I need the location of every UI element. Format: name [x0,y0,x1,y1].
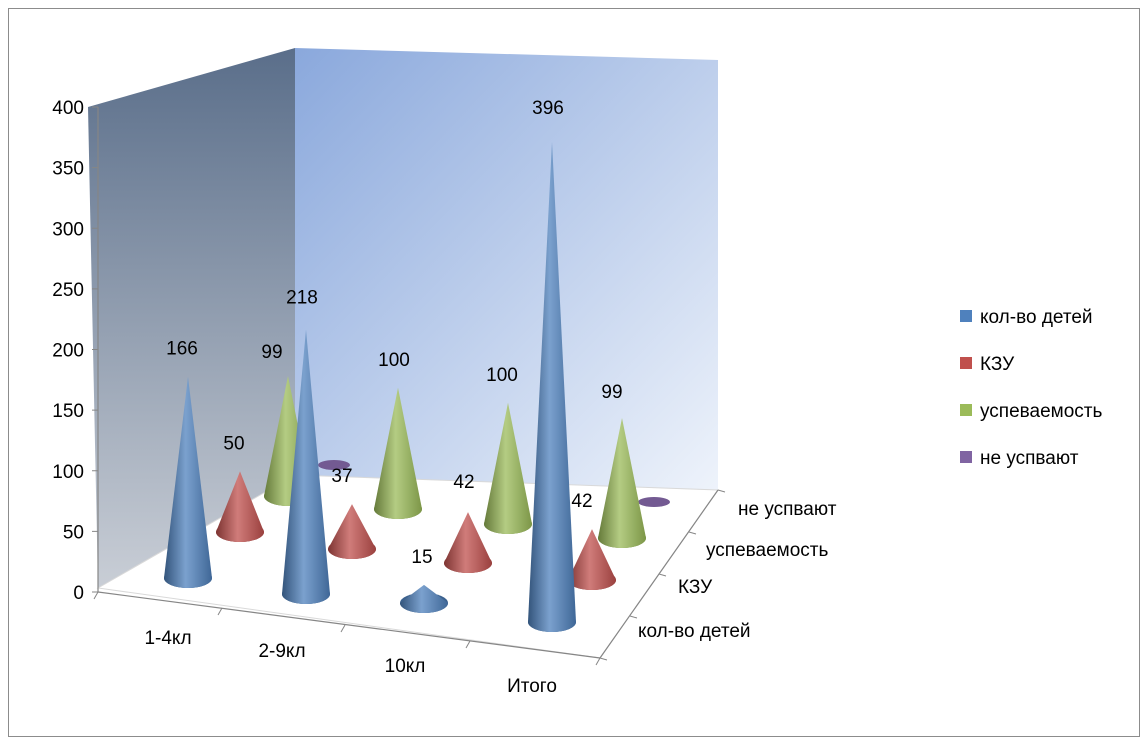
cone-mark [528,141,576,632]
cone-body [400,584,448,613]
depth-tick-label: успеваемость [706,540,828,561]
y-tick-label: 150 [52,401,84,422]
y-tick-label: 250 [52,280,84,301]
depth-tick-mark [717,489,726,493]
data-label: 37 [331,466,352,487]
legend-label: успеваемость [980,401,1102,422]
depth-tick-label: не успвают [738,499,837,520]
chart-marks: 99 100 100 99 50 37 42 42 166 218 15 396 [164,98,670,632]
data-label: 99 [261,342,282,363]
cone-mark [374,387,422,519]
legend-swatch [960,451,972,463]
cone-mark [164,376,212,588]
x-tick-mark [340,624,346,633]
depth-tick-mark [629,615,638,619]
cone-mark [216,471,264,542]
legend-label: кол-во детей [980,307,1093,328]
data-label: 99 [601,382,622,403]
side-wall [88,48,295,588]
depth-tick-mark [658,573,667,577]
cone-mark [400,584,448,613]
legend-swatch [960,310,972,322]
cone-mark [484,402,532,534]
cone-body [444,512,492,573]
legend-label: КЗУ [980,354,1015,375]
data-label: 166 [166,339,198,360]
x-tick-mark [595,657,601,666]
cone-body [164,376,212,588]
x-axis-line [97,591,601,659]
y-tick-label: 300 [52,219,84,240]
cone-body [598,417,646,548]
cone-mark [568,529,616,590]
depth-tick-mark [688,531,697,535]
cone-mark [328,504,376,559]
data-label: 218 [286,288,318,309]
cone-body [282,329,330,604]
depth-tick-mark [599,657,608,661]
data-label: 15 [411,547,432,568]
back-wall [295,48,718,490]
data-label: 100 [486,365,518,386]
legend-label: не успвают [980,448,1079,469]
data-label: 100 [378,350,410,371]
cone-mark [444,512,492,573]
x-tick-label: 1-4кл [144,628,191,649]
y-tick-label: 350 [52,159,84,180]
y-tick-label: 200 [52,341,84,362]
data-label: 396 [532,98,564,119]
x-tick-mark [465,640,471,649]
y-tick-label: 100 [52,462,84,483]
cone-body [374,387,422,519]
x-tick-label: 10кл [385,656,426,677]
data-label: 42 [453,472,474,493]
y-axis-ticks: 0 50 100 150 200 250 300 350 400 [52,98,98,604]
legend: кол-во детей КЗУ успеваемость не успвают [960,307,1102,469]
x-tick-mark [217,607,223,616]
x-tick-label: Итого [507,676,557,697]
depth-axis-labels: кол-во детей КЗУ успеваемость не успвают [599,489,837,661]
cone-body [528,141,576,632]
cone-base-empty [318,460,350,470]
data-label: 42 [571,491,592,512]
data-label: 50 [223,433,244,454]
cone-body [568,529,616,590]
legend-swatch [960,357,972,369]
cone-body [328,504,376,559]
legend-swatch [960,404,972,416]
y-tick-label: 400 [52,98,84,119]
depth-tick-label: кол-во детей [638,621,751,642]
cone-body [216,471,264,542]
y-tick-label: 50 [63,522,84,543]
depth-tick-label: КЗУ [678,577,713,598]
cone-mark [598,417,646,548]
cone-mark [282,329,330,604]
cone-body [484,402,532,534]
x-tick-mark [93,591,99,600]
cone-base-empty [638,497,670,507]
x-tick-label: 2-9кл [258,641,305,662]
x-axis-labels: 1-4кл 2-9кл 10кл Итого [93,591,601,697]
y-tick-label: 0 [73,583,84,604]
